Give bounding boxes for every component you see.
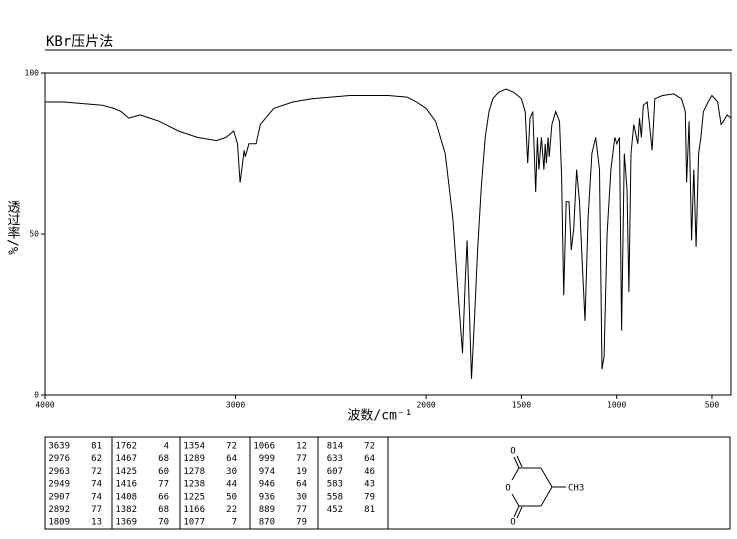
- peak-transmittance: 72: [226, 442, 237, 452]
- peak-transmittance: 22: [226, 505, 237, 515]
- peak-transmittance: 30: [296, 492, 307, 502]
- x-tick-label: 500: [705, 401, 720, 410]
- peak-wavenumber: 1762: [115, 442, 137, 452]
- atom-label: O: [505, 484, 510, 494]
- peak-transmittance: 68: [158, 505, 169, 515]
- peak-wavenumber: 1369: [115, 518, 137, 528]
- peak-wavenumber: 1166: [183, 505, 205, 515]
- y-tick-label: 50: [29, 230, 39, 239]
- peak-transmittance: 50: [226, 492, 237, 502]
- peak-wavenumber: 1077: [183, 518, 205, 528]
- peak-transmittance: 64: [364, 454, 375, 464]
- peak-transmittance: 72: [364, 442, 375, 452]
- peak-transmittance: 77: [296, 454, 307, 464]
- atom-label: O: [510, 447, 515, 457]
- peak-wavenumber: 1408: [115, 492, 137, 502]
- x-tick-label: 1000: [607, 401, 626, 410]
- structure-bonds: [511, 455, 566, 519]
- x-tick-label: 4000: [35, 401, 54, 410]
- atom-label: CH3: [568, 484, 584, 494]
- peak-transmittance: 74: [91, 492, 102, 502]
- peak-wavenumber: 633: [327, 454, 343, 464]
- x-tick-label: 2000: [416, 401, 435, 410]
- peak-transmittance: 64: [296, 480, 307, 490]
- peak-transmittance: 44: [226, 480, 237, 490]
- chart-title: KBr压片法: [46, 34, 113, 50]
- peak-wavenumber: 889: [259, 505, 275, 515]
- peak-transmittance: 77: [158, 480, 169, 490]
- peak-wavenumber: 1225: [183, 492, 205, 502]
- peak-transmittance: 4: [164, 442, 169, 452]
- x-tick-label: 3000: [226, 401, 245, 410]
- peak-wavenumber: 870: [259, 518, 275, 528]
- peak-transmittance: 12: [296, 442, 307, 452]
- table-dividers: [111, 437, 389, 529]
- peak-transmittance: 68: [158, 454, 169, 464]
- peak-transmittance: 43: [364, 480, 375, 490]
- peak-transmittance: 77: [296, 505, 307, 515]
- peak-wavenumber: 1467: [115, 454, 137, 464]
- peak-transmittance: 74: [91, 480, 102, 490]
- atom-label: O: [510, 518, 515, 528]
- peak-wavenumber: 974: [259, 467, 275, 477]
- peak-wavenumber: 2892: [48, 505, 70, 515]
- peak-wavenumber: 1416: [115, 480, 137, 490]
- peak-wavenumber: 1809: [48, 518, 70, 528]
- peak-wavenumber: 558: [327, 492, 343, 502]
- peak-wavenumber: 2963: [48, 467, 70, 477]
- peak-wavenumber: 1289: [183, 454, 205, 464]
- peak-wavenumber: 936: [259, 492, 275, 502]
- peak-transmittance: 66: [158, 492, 169, 502]
- peak-wavenumber: 1066: [253, 442, 275, 452]
- y-tick-label: 0: [34, 391, 39, 400]
- peak-transmittance: 81: [91, 442, 102, 452]
- peak-transmittance: 62: [91, 454, 102, 464]
- peak-wavenumber: 1278: [183, 467, 205, 477]
- x-tick-label: 1500: [512, 401, 531, 410]
- y-tick-label: 100: [25, 69, 40, 78]
- peak-transmittance: 46: [364, 467, 375, 477]
- peak-wavenumber: 2976: [48, 454, 70, 464]
- spectrum-line: [45, 88, 732, 379]
- peak-transmittance: 60: [158, 467, 169, 477]
- peak-wavenumber: 1382: [115, 505, 137, 515]
- peak-transmittance: 7: [232, 518, 237, 528]
- peak-wavenumber: 2907: [48, 492, 70, 502]
- peak-transmittance: 13: [91, 518, 102, 528]
- peak-wavenumber: 3639: [48, 442, 70, 452]
- peak-wavenumber: 999: [259, 454, 275, 464]
- peak-wavenumber: 452: [327, 505, 343, 515]
- peak-transmittance: 81: [364, 505, 375, 515]
- peak-transmittance: 79: [364, 492, 375, 502]
- peak-wavenumber: 607: [327, 467, 343, 477]
- y-axis-label: 透过率/%: [5, 200, 21, 255]
- peak-transmittance: 64: [226, 454, 237, 464]
- peak-transmittance: 70: [158, 518, 169, 528]
- peak-wavenumber: 1238: [183, 480, 205, 490]
- peak-wavenumber: 1354: [183, 442, 205, 452]
- x-axis-label: 波数/cm⁻¹: [347, 409, 412, 424]
- peak-transmittance: 79: [296, 518, 307, 528]
- peak-wavenumber: 583: [327, 480, 343, 490]
- peak-wavenumber: 814: [327, 442, 343, 452]
- peak-wavenumber: 946: [259, 480, 275, 490]
- peak-wavenumber: 1425: [115, 467, 137, 477]
- peak-transmittance: 72: [91, 467, 102, 477]
- peak-transmittance: 19: [296, 467, 307, 477]
- peak-transmittance: 30: [226, 467, 237, 477]
- peak-transmittance: 77: [91, 505, 102, 515]
- peak-wavenumber: 2949: [48, 480, 70, 490]
